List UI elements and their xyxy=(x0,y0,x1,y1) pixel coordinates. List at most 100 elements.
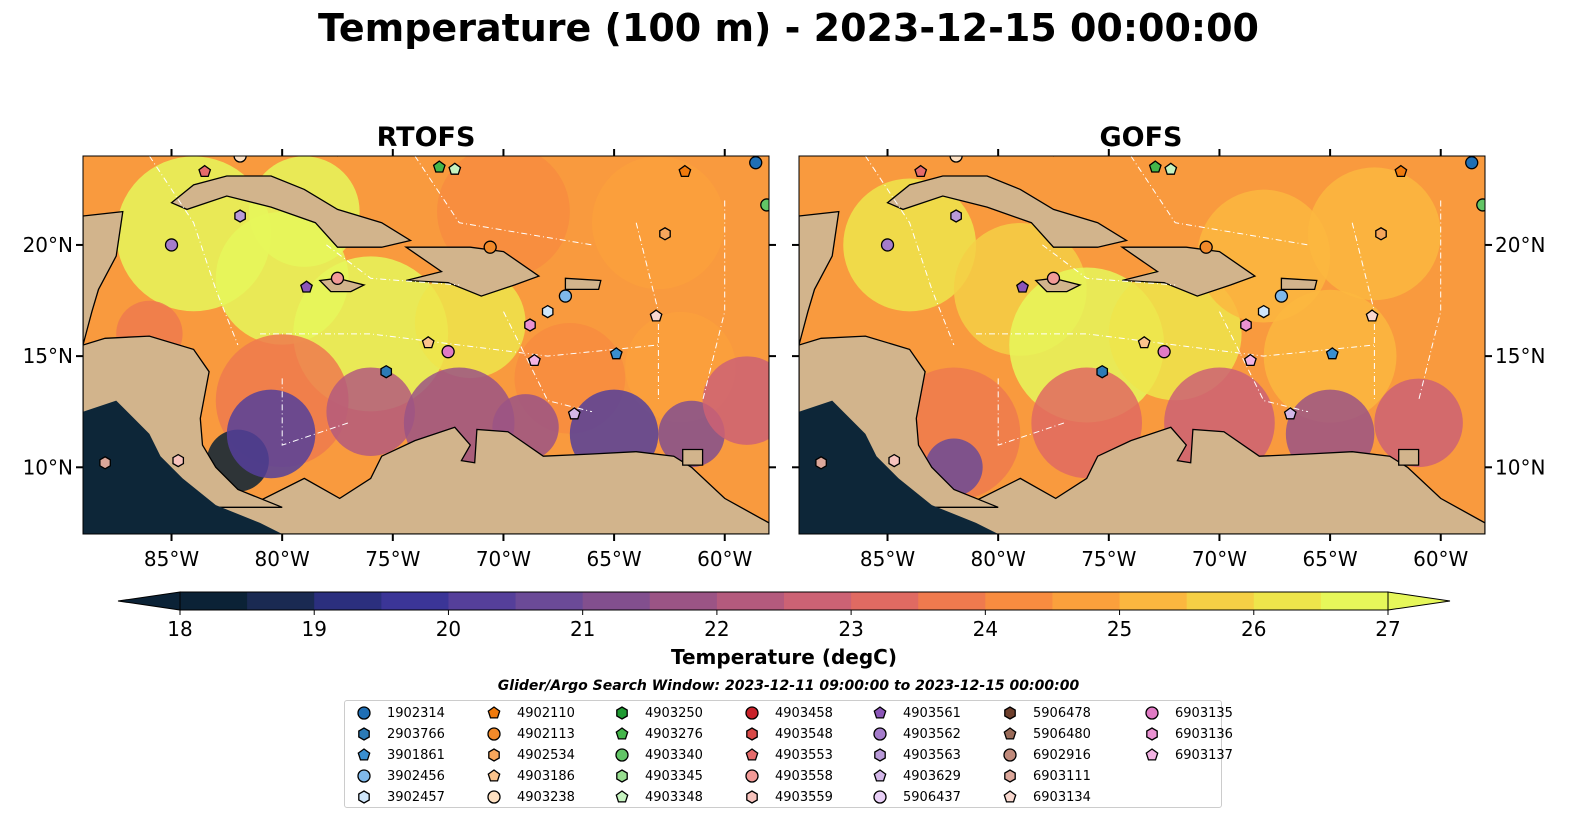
legend-label: 6903137 xyxy=(1175,747,1233,763)
legend-label: 4902110 xyxy=(517,705,575,721)
legend-marker xyxy=(357,748,371,761)
legend-item-4903563: 4903563 xyxy=(871,747,961,764)
land-puerto-rico xyxy=(1280,277,1318,291)
legend-marker xyxy=(873,769,887,782)
legend-marker xyxy=(487,769,501,782)
legend-label: 6903136 xyxy=(1175,726,1233,742)
legend-marker xyxy=(615,790,629,803)
float-marker-4903562 xyxy=(880,238,895,252)
legend-item-5906480: 5906480 xyxy=(1001,726,1091,743)
legend-marker xyxy=(1145,748,1159,761)
legend-marker xyxy=(615,748,629,762)
panel-title: GOFS xyxy=(1099,122,1182,153)
panel-gofs: GOFS 85°W 80°W 75°W 70°W 65°W 60°W 20°N 15°N 10°… xyxy=(760,122,1545,571)
hexagon-marker-icon xyxy=(358,727,370,741)
legend-label: 4903553 xyxy=(775,747,833,763)
legend-label: 4903629 xyxy=(903,768,961,784)
colorbar-tick-label: 24 xyxy=(973,617,998,641)
legend-label: 5906480 xyxy=(1033,726,1091,742)
legend-item-6903111: 6903111 xyxy=(1001,768,1091,785)
legend-item-4903561: 4903561 xyxy=(871,705,961,722)
field-cell xyxy=(591,156,725,290)
colorbar-cell xyxy=(649,592,718,610)
x-tick-label: 75°W xyxy=(1081,547,1136,571)
float-marker-3902457 xyxy=(541,304,554,319)
float-marker-4903563 xyxy=(234,209,246,223)
x-tick-label: 65°W xyxy=(1302,547,1357,571)
legend-label: 4903276 xyxy=(645,726,703,742)
legend-marker xyxy=(745,769,759,783)
float-marker-4903553 xyxy=(198,164,212,178)
colorbar-label: Temperature (degC) xyxy=(671,645,897,669)
argo-float-markers xyxy=(760,128,1485,562)
float-marker-3902457 xyxy=(1257,304,1270,319)
float-marker-4903348 xyxy=(1164,162,1178,175)
colorbar-cell xyxy=(180,592,248,610)
float-marker-4903629 xyxy=(567,407,581,420)
pacific-ocean xyxy=(799,400,999,534)
circle-marker-icon xyxy=(487,790,501,804)
colorbar-tick-label: 26 xyxy=(1241,617,1266,641)
eez-line xyxy=(326,244,460,286)
colorbar-cell xyxy=(582,592,651,610)
circle-marker-icon xyxy=(615,748,629,762)
colorbar-cell xyxy=(1253,592,1322,610)
legend-item-4903548: 4903548 xyxy=(743,726,833,743)
colorbar-tick-label: 18 xyxy=(167,617,192,641)
float-marker-4903553 xyxy=(914,164,928,178)
circle-marker-icon xyxy=(873,727,887,741)
legend-item-3901861: 3901861 xyxy=(355,747,445,764)
colorbar-tick-label: 23 xyxy=(838,617,863,641)
legend-label: 4902113 xyxy=(517,726,575,742)
land-hispaniola xyxy=(1120,246,1257,297)
legend-item-5906478: 5906478 xyxy=(1001,705,1091,722)
float-marker-4903458 xyxy=(760,550,772,562)
legend-item-1902314: 1902314 xyxy=(355,705,445,722)
float-marker-6903137 xyxy=(527,353,541,367)
y-tick-label: 10°N xyxy=(23,455,73,479)
eez-line xyxy=(864,156,955,346)
x-tick-label: 70°W xyxy=(1192,547,1247,571)
legend-item-4903629: 4903629 xyxy=(871,768,961,785)
circle-marker-icon xyxy=(745,769,759,783)
legend-item-4902113: 4902113 xyxy=(485,726,575,743)
legend-item-3902456: 3902456 xyxy=(355,768,445,785)
float-marker-1902314 xyxy=(1465,156,1479,170)
legend-item-4903558: 4903558 xyxy=(743,768,833,785)
legend-marker xyxy=(358,727,370,741)
float-marker-6903136 xyxy=(1240,318,1252,332)
legend-item-5906437: 5906437 xyxy=(871,789,961,806)
float-marker-2903766 xyxy=(380,364,393,379)
float-marker-4902113 xyxy=(483,240,497,254)
colorbar-cell xyxy=(247,592,315,610)
colorbar-cell xyxy=(918,592,986,610)
float-marker-4903559 xyxy=(172,453,185,468)
colorbar-tick-label: 22 xyxy=(704,617,729,641)
colorbar-extend-high xyxy=(1387,591,1451,611)
float-marker-4903276 xyxy=(432,160,446,173)
colorbar-cell xyxy=(381,592,449,610)
legend-item-6903135: 6903135 xyxy=(1143,705,1233,722)
pentagon-marker-icon xyxy=(745,748,759,761)
eez-line xyxy=(1130,156,1309,246)
hexagon-marker-icon xyxy=(488,748,500,762)
legend-label: 1902314 xyxy=(387,705,445,721)
legend-label: 3902457 xyxy=(387,789,445,805)
x-tick-label: 85°W xyxy=(144,547,199,571)
land-yucatan xyxy=(799,210,840,346)
legend-item-2903766: 2903766 xyxy=(355,726,445,743)
float-marker-4903629 xyxy=(1283,407,1297,420)
argo-float-markers xyxy=(99,156,769,470)
legend-marker xyxy=(615,727,629,740)
eez-line xyxy=(281,378,349,446)
float-marker-4903250 xyxy=(849,128,859,140)
legend-label: 4903558 xyxy=(775,768,833,784)
legend-marker xyxy=(358,790,370,804)
eez-line xyxy=(1418,200,1442,401)
legend-marker xyxy=(746,790,758,804)
x-tick-label: 70°W xyxy=(476,547,531,571)
colorbar-cell xyxy=(1186,592,1255,610)
colorbar-tick-label: 21 xyxy=(570,617,595,641)
float-marker-3901861 xyxy=(609,347,623,360)
colorbar-tick-label: 25 xyxy=(1107,617,1132,641)
